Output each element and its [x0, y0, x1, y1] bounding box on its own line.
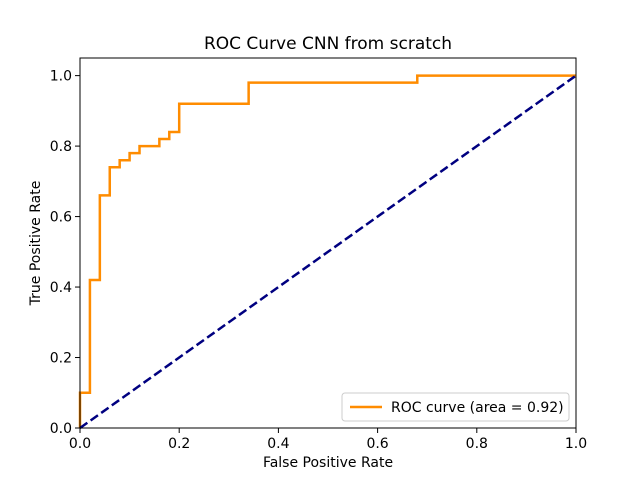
- legend: ROC curve (area = 0.92): [341, 392, 570, 422]
- x-tick-label: 0.4: [267, 436, 289, 452]
- axes-frame: [79, 57, 577, 429]
- chart-title: ROC Curve CNN from scratch: [204, 34, 452, 54]
- chance-diagonal-line: [79, 74, 577, 430]
- y-tick-label: 0.2: [50, 351, 72, 367]
- y-tick-label: 1.0: [50, 69, 72, 85]
- x-axis-label: False Positive Rate: [263, 455, 393, 471]
- y-tick-label: 0.4: [50, 280, 72, 296]
- x-tick-label: 0.2: [168, 436, 190, 452]
- x-tick-label: 0.6: [366, 436, 388, 452]
- y-tick-label: 0.8: [50, 139, 72, 155]
- x-tick-label: 0.8: [466, 436, 488, 452]
- y-tick-label: 0.6: [50, 210, 72, 226]
- roc-curve-line: [78, 74, 576, 428]
- y-axis-label: True Positive Rate: [28, 181, 44, 307]
- x-tick-label: 0.0: [69, 436, 91, 452]
- legend-label-roc-curve: ROC curve (area = 0.92): [391, 400, 564, 416]
- x-tick-label: 1.0: [565, 436, 587, 452]
- y-tick-label: 0.0: [50, 421, 72, 437]
- legend-box: [341, 392, 570, 422]
